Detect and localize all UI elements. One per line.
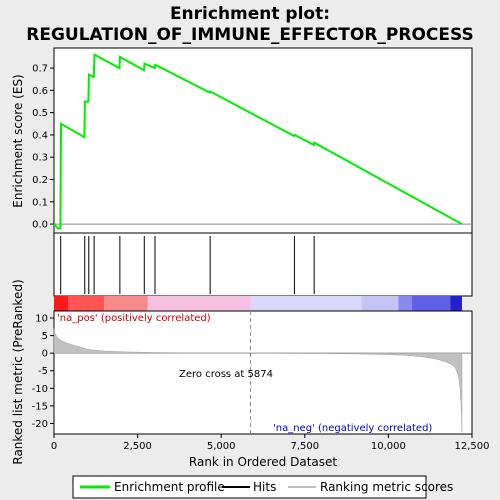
color-bar-segment (362, 296, 399, 311)
metric-y-tick-label: 0 (42, 349, 48, 360)
x-tick-label: 0 (51, 441, 57, 452)
metric-y-tick-label: -10 (32, 384, 48, 395)
metric-y-tick-label: 5 (42, 331, 48, 342)
es-panel: 0.0 0.1 0.2 0.3 0.4 0.5 0.6 0.7 Enrichment scor… (11, 48, 472, 233)
color-bar-segment (148, 296, 251, 311)
hits-panel-frame (54, 233, 472, 296)
x-axis-ticks: 0 2,500 5,000 7,500 10,000 12,500 (51, 434, 490, 452)
x-tick-label: 10,000 (371, 441, 406, 452)
color-bar-segment (54, 296, 68, 311)
color-bar-segment (250, 296, 361, 311)
metric-y-tick-label: -20 (32, 419, 48, 430)
es-panel-frame (54, 48, 472, 233)
hits-panel (54, 233, 472, 296)
chart-title-line2: REGULATION_OF_IMMUNE_EFFECTOR_PROCESS (26, 25, 473, 45)
ranking-color-bar (54, 296, 462, 311)
metric-y-axis-label: Ranked list metric (PreRanked) (11, 279, 25, 464)
x-tick-label: 2,500 (123, 441, 152, 452)
legend-metric-label: Ranking metric scores (320, 480, 453, 494)
pos-correlated-label: 'na_pos' (positively correlated) (57, 313, 211, 324)
legend: Enrichment profile Hits Ranking metric s… (73, 476, 453, 498)
x-tick-label: 12,500 (455, 441, 490, 452)
legend-enrichment-label: Enrichment profile (114, 480, 225, 494)
color-bar-segment (68, 296, 104, 311)
es-y-axis-label: Enrichment score (ES) (11, 74, 25, 207)
legend-hits-label: Hits (253, 480, 276, 494)
es-y-tick-label: 0.2 (32, 175, 48, 186)
x-tick-label: 5,000 (207, 441, 236, 452)
neg-correlated-label: 'na_neg' (negatively correlated) (273, 423, 432, 434)
metric-y-tick-label: -5 (38, 366, 48, 377)
zero-cross-text: Zero cross at 5874 (179, 369, 273, 380)
metric-y-tick-label: 10 (35, 314, 48, 325)
es-y-tick-label: 0.0 (32, 220, 48, 231)
es-y-tick-label: 0.5 (32, 108, 48, 119)
metric-y-tick-label: -15 (32, 401, 48, 412)
es-y-tick-label: 0.1 (32, 197, 48, 208)
color-bar-segment (412, 296, 450, 311)
x-tick-label: 7,500 (290, 441, 319, 452)
es-y-tick-label: 0.7 (32, 64, 48, 75)
chart-title-line1: Enrichment plot: (170, 4, 330, 24)
es-y-tick-label: 0.6 (32, 86, 48, 97)
x-axis-label: Rank in Ordered Dataset (189, 455, 337, 469)
es-y-tick-label: 0.4 (32, 130, 48, 141)
es-y-ticks: 0.0 0.1 0.2 0.3 0.4 0.5 0.6 0.7 (32, 64, 54, 231)
color-bar-segment (398, 296, 411, 311)
metric-y-ticks: 10 5 0 -5 -10 -15 -20 (32, 314, 54, 430)
color-bar-segment (104, 296, 147, 311)
color-bar-segment (450, 296, 462, 311)
es-y-tick-label: 0.3 (32, 153, 48, 164)
